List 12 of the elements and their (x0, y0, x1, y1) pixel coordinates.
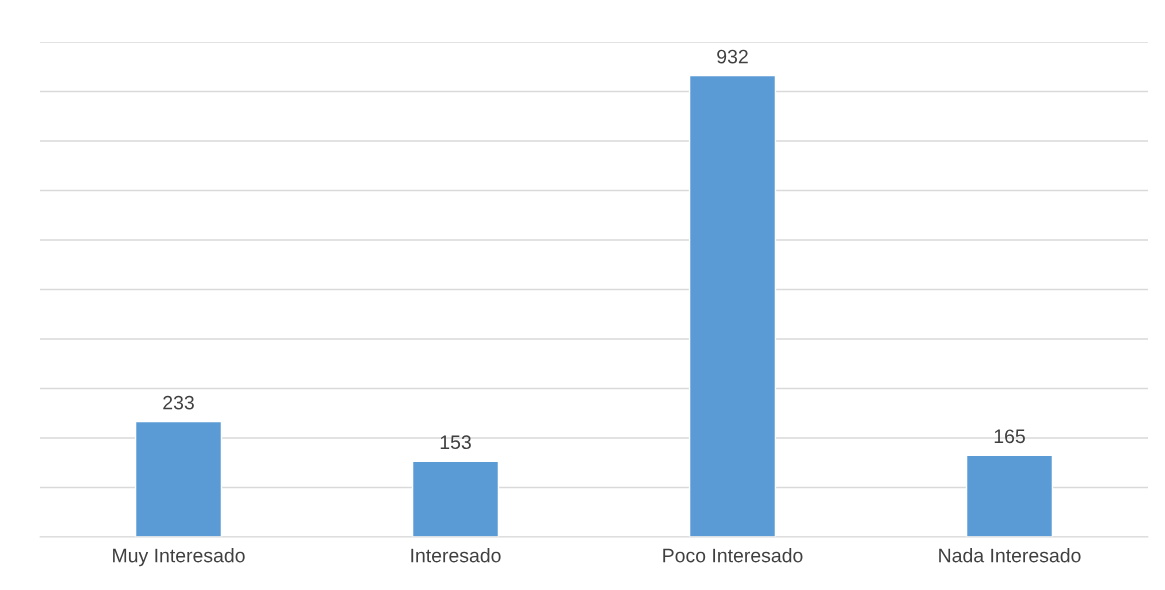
x-tick-label: Muy Interesado (113, 548, 245, 567)
bar (411, 460, 500, 537)
bar (688, 74, 777, 537)
data-label: 165 (994, 429, 1025, 444)
x-tick-label: Nada Interesado (939, 548, 1081, 563)
data-label: 153 (440, 435, 471, 450)
data-label: 932 (717, 49, 748, 64)
bar (134, 420, 223, 537)
x-tick-label: Poco Interesado (663, 548, 803, 563)
bar (965, 454, 1054, 537)
x-tick-label: Interesado (411, 548, 501, 563)
data-label: 233 (163, 395, 194, 410)
